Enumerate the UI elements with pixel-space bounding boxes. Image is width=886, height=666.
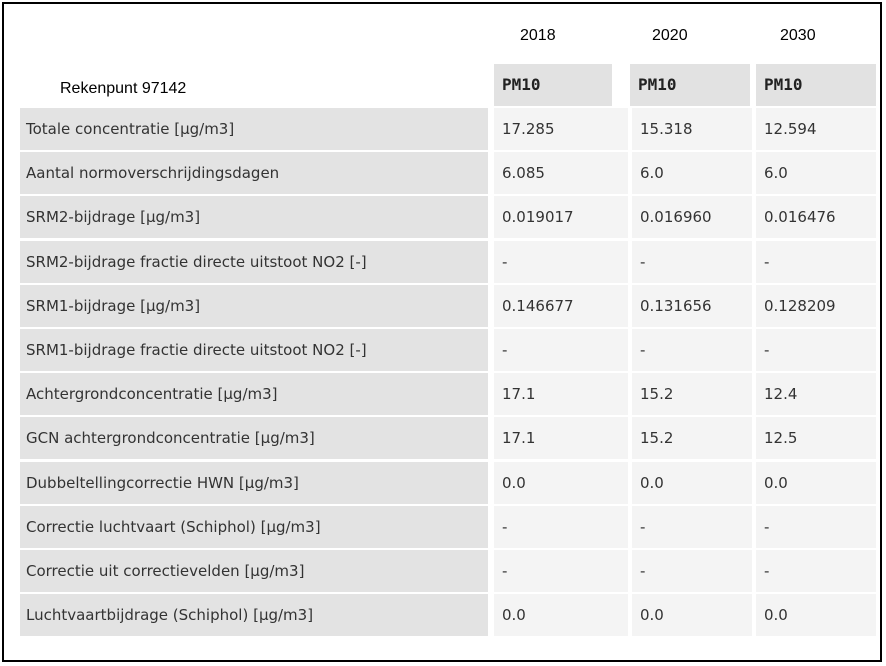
value-cell-2018: 17.1	[494, 417, 628, 460]
table-row: SRM1-bijdrage [µg/m3] 0.146677 0.131656 0.1…	[20, 284, 876, 329]
value-cell-2018: 6.085	[494, 152, 628, 195]
row-label: Aantal normoverschrijdingsdagen	[20, 152, 488, 195]
value-cell-2018: 17.1	[494, 373, 628, 416]
table-row: Totale concentratie [µg/m3] 17.285 15.318 1…	[20, 108, 876, 152]
value-cell-2030: -	[756, 505, 876, 548]
value-cell-2018: -	[494, 505, 628, 548]
value-cell-2030: 12.594	[756, 108, 876, 150]
row-label: Correctie uit correctievelden [µg/m3]	[20, 550, 488, 592]
value-cell-2020: 0.016960	[632, 196, 752, 239]
value-cell-2018: 17.285	[494, 108, 628, 150]
rekenpunt-label: Rekenpunt 97142	[60, 80, 187, 97]
table-row: Achtergrondconcentratie [µg/m3] 17.1 15.2 1…	[20, 373, 876, 417]
value-cell-2020: 0.0	[632, 594, 752, 637]
table-row: Dubbeltellingcorrectie HWN [µg/m3] 0.0 0.0…	[20, 461, 876, 506]
row-label: Achtergrondconcentratie [µg/m3]	[20, 373, 488, 416]
year-header-1: 2018	[520, 27, 556, 44]
value-cell-2030: 6.0	[756, 152, 876, 195]
row-label: SRM2-bijdrage fractie directe uitstoot N…	[20, 240, 488, 283]
value-cell-2020: 15.318	[632, 108, 752, 150]
row-label: SRM1-bijdrage [µg/m3]	[20, 284, 488, 327]
row-label: Dubbeltellingcorrectie HWN [µg/m3]	[20, 461, 488, 504]
value-cell-2018: -	[494, 240, 628, 283]
row-label: Luchtvaartbijdrage (Schiphol) [µg/m3]	[20, 594, 488, 637]
value-cell-2020: -	[632, 240, 752, 283]
value-cell-2020: 15.2	[632, 417, 752, 460]
value-cell-2020: 0.131656	[632, 284, 752, 327]
pollutant-header-2: PM10	[630, 64, 750, 106]
value-cell-2030: -	[756, 329, 876, 371]
value-cell-2020: -	[632, 550, 752, 592]
row-label: Totale concentratie [µg/m3]	[20, 108, 488, 150]
value-cell-2018: 0.0	[494, 594, 628, 637]
pollutant-header-3: PM10	[756, 64, 876, 106]
row-label: SRM1-bijdrage fractie directe uitstoot N…	[20, 329, 488, 371]
value-cell-2020: -	[632, 329, 752, 371]
value-cell-2030: -	[756, 240, 876, 283]
pollutant-header-1: PM10	[494, 64, 612, 106]
row-label: SRM2-bijdrage [µg/m3]	[20, 196, 488, 239]
value-cell-2018: 0.146677	[494, 284, 628, 327]
value-cell-2020: -	[632, 505, 752, 548]
value-cell-2030: 0.128209	[756, 284, 876, 327]
year-header-2: 2020	[652, 27, 688, 44]
value-cell-2030: 0.016476	[756, 196, 876, 239]
value-cell-2030: 0.0	[756, 594, 876, 637]
value-cell-2018: -	[494, 550, 628, 592]
value-cell-2018: 0.019017	[494, 196, 628, 239]
table-row: GCN achtergrondconcentratie [µg/m3] 17.1 1…	[20, 417, 876, 461]
table-row: Correctie uit correctievelden [µg/m3] - - -	[20, 550, 876, 594]
value-cell-2030: 0.0	[756, 461, 876, 504]
value-cell-2030: 12.5	[756, 417, 876, 460]
row-label: GCN achtergrondconcentratie [µg/m3]	[20, 417, 488, 460]
table-row: Luchtvaartbijdrage (Schiphol) [µg/m3] 0.0…	[20, 594, 876, 638]
table-row: SRM2-bijdrage fractie directe uitstoot N…	[20, 240, 876, 285]
value-cell-2018: -	[494, 329, 628, 371]
table-row: Aantal normoverschrijdingsdagen 6.085 6.0 6…	[20, 152, 876, 196]
table-row: Correctie luchtvaart (Schiphol) [µg/m3] -…	[20, 505, 876, 550]
value-cell-2018: 0.0	[494, 461, 628, 504]
value-cell-2020: 0.0	[632, 461, 752, 504]
value-cell-2030: -	[756, 550, 876, 592]
value-cell-2020: 15.2	[632, 373, 752, 416]
year-header-3: 2030	[780, 27, 816, 44]
row-label: Correctie luchtvaart (Schiphol) [µg/m3]	[20, 505, 488, 548]
value-cell-2020: 6.0	[632, 152, 752, 195]
value-cell-2030: 12.4	[756, 373, 876, 416]
table-row: SRM1-bijdrage fractie directe uitstoot N…	[20, 329, 876, 373]
table-row: SRM2-bijdrage [µg/m3] 0.019017 0.016960 0.0…	[20, 196, 876, 240]
